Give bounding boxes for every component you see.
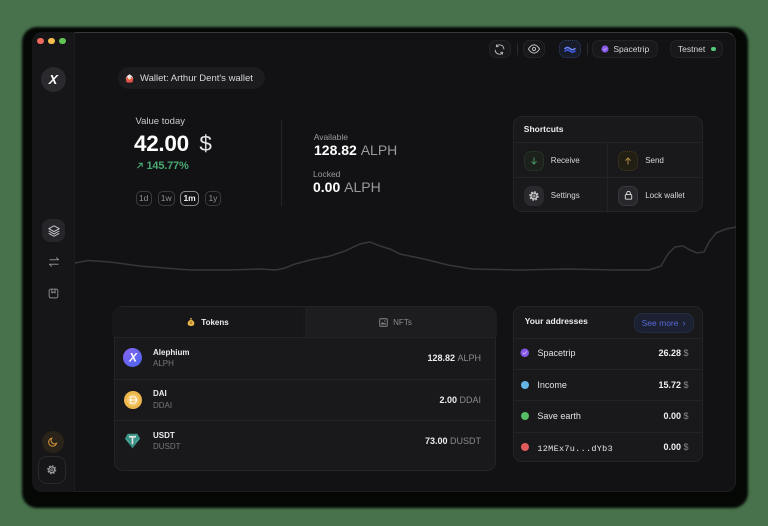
svg-text:X: X — [128, 351, 138, 365]
